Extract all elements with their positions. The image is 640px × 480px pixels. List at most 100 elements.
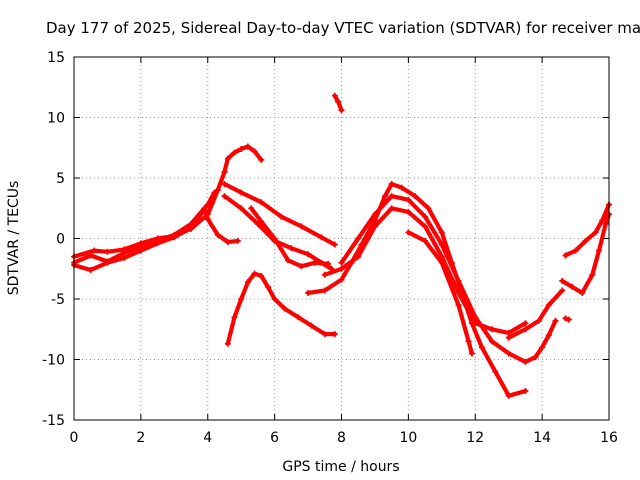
data-point-marker (405, 196, 412, 203)
data-point-marker (338, 107, 345, 114)
data-point-marker (338, 276, 345, 283)
y-tick-label: 10 (47, 111, 65, 127)
data-point-marker (522, 326, 529, 333)
x-tick-label: 0 (70, 430, 79, 446)
y-tick-label: -10 (42, 353, 65, 369)
data-point-marker (331, 331, 338, 338)
data-point-marker (388, 193, 395, 200)
x-tick-label: 14 (533, 430, 551, 446)
data-point-marker (221, 168, 228, 175)
series-layer (71, 92, 612, 399)
data-point-marker (281, 305, 288, 312)
data-point-marker (214, 231, 221, 238)
data-point-marker (505, 392, 512, 399)
data-point-marker (559, 277, 566, 284)
data-point-marker (188, 220, 195, 227)
data-point-marker (104, 258, 111, 265)
data-point-marker (231, 149, 238, 156)
data-point-marker (438, 229, 445, 236)
data-point-marker (238, 189, 245, 196)
data-point-marker (325, 260, 332, 267)
data-point-marker (308, 322, 315, 329)
data-point-marker (388, 181, 395, 188)
data-point-marker (599, 217, 606, 224)
x-tick-label: 10 (399, 430, 417, 446)
data-point-marker (104, 248, 111, 255)
data-point-marker (224, 239, 231, 246)
data-point-marker (455, 289, 462, 296)
data-point-marker (204, 216, 211, 223)
data-point-marker (288, 245, 295, 252)
data-point-marker (355, 253, 362, 260)
data-point-marker (505, 334, 512, 341)
data-point-marker (321, 287, 328, 294)
data-point-marker (522, 387, 529, 394)
data-point-marker (422, 237, 429, 244)
data-arc-arc-15 (533, 318, 558, 360)
data-point-marker (412, 193, 419, 200)
data-point-marker (562, 252, 569, 259)
data-point-marker (381, 193, 388, 200)
data-point-marker (121, 250, 128, 257)
data-point-marker (488, 326, 495, 333)
data-point-marker (539, 344, 546, 351)
data-point-marker (579, 289, 586, 296)
x-tick-label: 16 (600, 430, 618, 446)
data-point-marker (388, 205, 395, 212)
data-point-marker (285, 257, 291, 264)
data-point-marker (468, 350, 475, 357)
data-point-marker (592, 229, 599, 236)
data-point-marker (91, 247, 98, 254)
data-point-marker (234, 237, 241, 244)
data-point-marker (258, 273, 265, 280)
data-point-marker (264, 283, 271, 290)
data-point-marker (321, 331, 328, 338)
data-point-marker (204, 201, 211, 208)
data-arc-arc-8 (225, 271, 337, 346)
data-point-marker (355, 235, 362, 242)
data-point-marker (405, 208, 412, 215)
data-point-marker (311, 259, 318, 266)
data-point-marker (338, 265, 345, 272)
data-point-marker (221, 193, 228, 200)
data-point-marker (271, 235, 278, 242)
y-tick-label: 5 (56, 171, 65, 187)
data-point-marker (171, 231, 178, 238)
data-point-marker (545, 332, 552, 339)
data-point-marker (535, 317, 542, 324)
data-point-marker (87, 252, 94, 259)
data-point-marker (532, 354, 539, 361)
data-point-marker (552, 317, 559, 324)
data-point-marker (211, 189, 218, 196)
data-point-marker (478, 344, 485, 351)
data-point-marker (565, 316, 572, 323)
data-point-marker (569, 283, 576, 290)
data-point-marker (295, 314, 302, 321)
data-point-marker (562, 315, 569, 322)
data-point-marker (371, 211, 378, 218)
data-point-marker (137, 243, 144, 250)
data-point-marker (492, 368, 499, 375)
data-point-marker (371, 223, 378, 230)
data-point-marker (224, 340, 231, 347)
x-axis-label: GPS time / hours (282, 459, 399, 475)
data-point-marker (201, 205, 208, 212)
data-point-marker (572, 247, 579, 254)
x-tick-label: 6 (270, 430, 279, 446)
y-axis-label: SDTVAR / TECUs (6, 181, 22, 296)
x-tick-label: 2 (136, 430, 145, 446)
data-point-marker (231, 314, 238, 321)
data-point-marker (278, 213, 285, 220)
data-point-marker (438, 259, 445, 266)
chart-title: Day 177 of 2025, Sidereal Day-to-day VTE… (46, 19, 640, 37)
data-point-marker (522, 320, 529, 327)
y-tick-label: -15 (42, 413, 65, 429)
data-point-marker (335, 98, 342, 105)
data-point-marker (298, 263, 305, 270)
data-point-marker (238, 145, 245, 152)
data-point-marker (254, 220, 261, 227)
data-point-marker (251, 270, 258, 277)
axis-ticks: 0 2 4 6 8 10 12 14 16 -15 -10 -5 0 5 10 15 (42, 50, 618, 446)
data-point-marker (238, 296, 245, 302)
